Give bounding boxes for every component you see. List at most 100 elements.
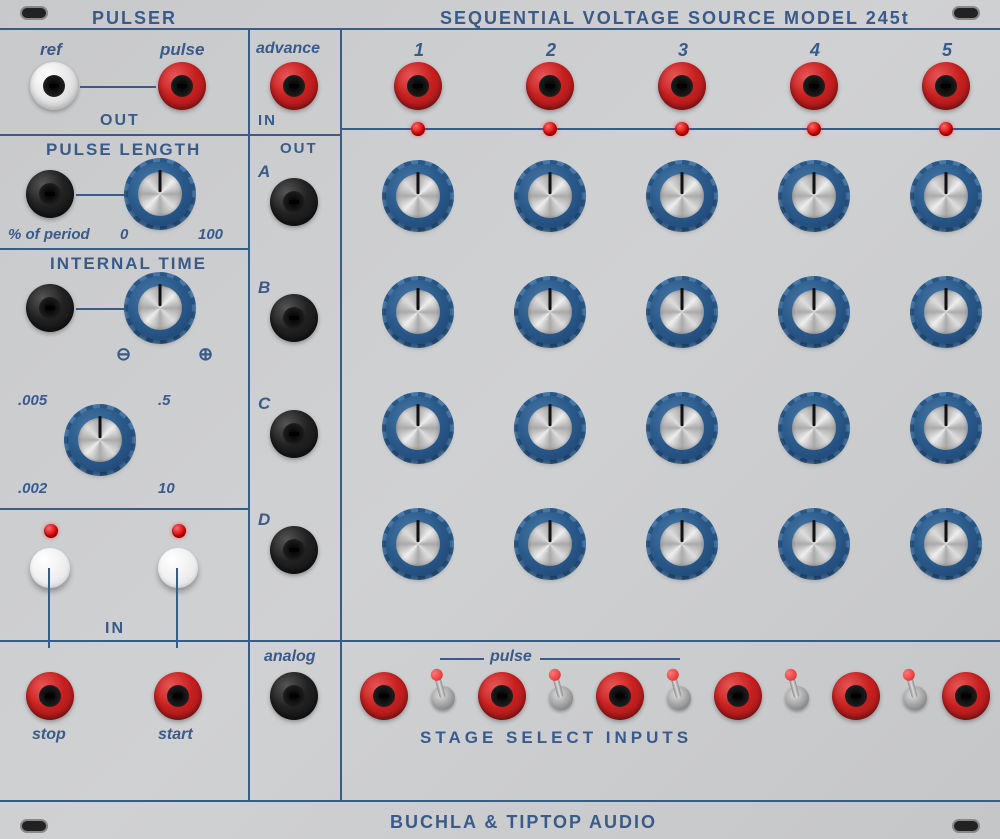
stage-2-pulse-jack[interactable]: [526, 62, 574, 110]
out-label: OUT: [100, 112, 140, 130]
row-c-label: C: [258, 394, 270, 414]
knob-c3[interactable]: [650, 396, 714, 460]
stage-switch-3[interactable]: [664, 670, 694, 710]
pulse-length-title: PULSE LENGTH: [46, 140, 201, 160]
divider: [248, 28, 250, 800]
stage-3-label: 3: [678, 40, 688, 61]
connector-line: [76, 194, 126, 196]
advance-in-jack[interactable]: [270, 62, 318, 110]
connector-line: [440, 658, 484, 660]
out-c-jack[interactable]: [270, 410, 318, 458]
stage-switch-1[interactable]: [428, 670, 458, 710]
stage-3-led: [675, 122, 689, 136]
knob-d5[interactable]: [914, 512, 978, 576]
connector-line: [176, 568, 178, 648]
knob-c4[interactable]: [782, 396, 846, 460]
divider: [0, 134, 248, 136]
mount-hole: [20, 819, 48, 833]
mount-hole: [20, 6, 48, 20]
stage-select-3-jack[interactable]: [596, 672, 644, 720]
knob-d2[interactable]: [518, 512, 582, 576]
stage-1-led: [411, 122, 425, 136]
stage-2-label: 2: [546, 40, 556, 61]
knob-a3[interactable]: [650, 164, 714, 228]
internal-time-fine-knob[interactable]: [128, 276, 192, 340]
knob-c1[interactable]: [386, 396, 450, 460]
stage-1-label: 1: [414, 40, 424, 61]
stage-2-led: [543, 122, 557, 136]
out-b-jack[interactable]: [270, 294, 318, 342]
knob-b3[interactable]: [650, 280, 714, 344]
knob-b4[interactable]: [782, 280, 846, 344]
stage-switch-4[interactable]: [782, 670, 812, 710]
stage-switch-2[interactable]: [546, 670, 576, 710]
knob-b1[interactable]: [386, 280, 450, 344]
stage-3-pulse-jack[interactable]: [658, 62, 706, 110]
pulser-title: PULSER: [92, 8, 177, 29]
knob-b5[interactable]: [914, 280, 978, 344]
row-b-label: B: [258, 278, 270, 298]
connector-line: [48, 568, 50, 648]
t5-label: .5: [158, 392, 171, 409]
start-button[interactable]: [158, 548, 198, 588]
zero-label: 0: [120, 226, 128, 243]
knob-b2[interactable]: [518, 280, 582, 344]
in-label: IN: [105, 620, 125, 638]
knob-a5[interactable]: [914, 164, 978, 228]
mount-hole: [952, 819, 980, 833]
stage-select-5-jack[interactable]: [832, 672, 880, 720]
internal-time-title: INTERNAL TIME: [50, 254, 207, 274]
ref-out-jack[interactable]: [30, 62, 78, 110]
stage-select-label: STAGE SELECT INPUTS: [420, 728, 692, 748]
divider: [0, 800, 1000, 802]
stage-4-label: 4: [810, 40, 820, 61]
internal-time-range-knob[interactable]: [68, 408, 132, 472]
stage-select-6-jack[interactable]: [942, 672, 990, 720]
stage-1-pulse-jack[interactable]: [394, 62, 442, 110]
out-a-jack[interactable]: [270, 178, 318, 226]
stage-select-1-jack[interactable]: [360, 672, 408, 720]
knob-d3[interactable]: [650, 512, 714, 576]
connector-line: [76, 308, 126, 310]
stage-5-label: 5: [942, 40, 952, 61]
pct-period-label: % of period: [8, 226, 90, 243]
pulse-length-cv-jack[interactable]: [26, 170, 74, 218]
stop-button[interactable]: [30, 548, 70, 588]
knob-c2[interactable]: [518, 396, 582, 460]
t002-label: .002: [18, 480, 47, 497]
pulse-length-knob[interactable]: [128, 162, 192, 226]
stage-select-4-jack[interactable]: [714, 672, 762, 720]
knob-a4[interactable]: [782, 164, 846, 228]
stage-4-pulse-jack[interactable]: [790, 62, 838, 110]
knob-d1[interactable]: [386, 512, 450, 576]
stop-label: stop: [32, 726, 66, 744]
knob-d4[interactable]: [782, 512, 846, 576]
start-led: [172, 524, 186, 538]
knob-a1[interactable]: [386, 164, 450, 228]
row-d-label: D: [258, 510, 270, 530]
plus-label: ⊕: [198, 344, 213, 365]
stage-5-pulse-jack[interactable]: [922, 62, 970, 110]
stop-led: [44, 524, 58, 538]
advance-label: advance: [256, 40, 320, 58]
internal-time-cv-jack[interactable]: [26, 284, 74, 332]
t005-label: .005: [18, 392, 47, 409]
analog-in-jack[interactable]: [270, 672, 318, 720]
connector-line: [540, 658, 680, 660]
start-label: start: [158, 726, 193, 744]
divider: [340, 28, 342, 800]
start-in-jack[interactable]: [154, 672, 202, 720]
t10-label: 10: [158, 480, 175, 497]
connector-line: [80, 86, 156, 88]
knob-c5[interactable]: [914, 396, 978, 460]
knob-a2[interactable]: [518, 164, 582, 228]
pulse-out-jack[interactable]: [158, 62, 206, 110]
main-title: SEQUENTIAL VOLTAGE SOURCE MODEL 245t: [440, 8, 910, 29]
stage-select-2-jack[interactable]: [478, 672, 526, 720]
stage-switch-5[interactable]: [900, 670, 930, 710]
advance-in-text: IN: [258, 112, 277, 129]
out-text: OUT: [280, 140, 318, 157]
footer-title: BUCHLA & TIPTOP AUDIO: [390, 812, 657, 833]
out-d-jack[interactable]: [270, 526, 318, 574]
stop-in-jack[interactable]: [26, 672, 74, 720]
